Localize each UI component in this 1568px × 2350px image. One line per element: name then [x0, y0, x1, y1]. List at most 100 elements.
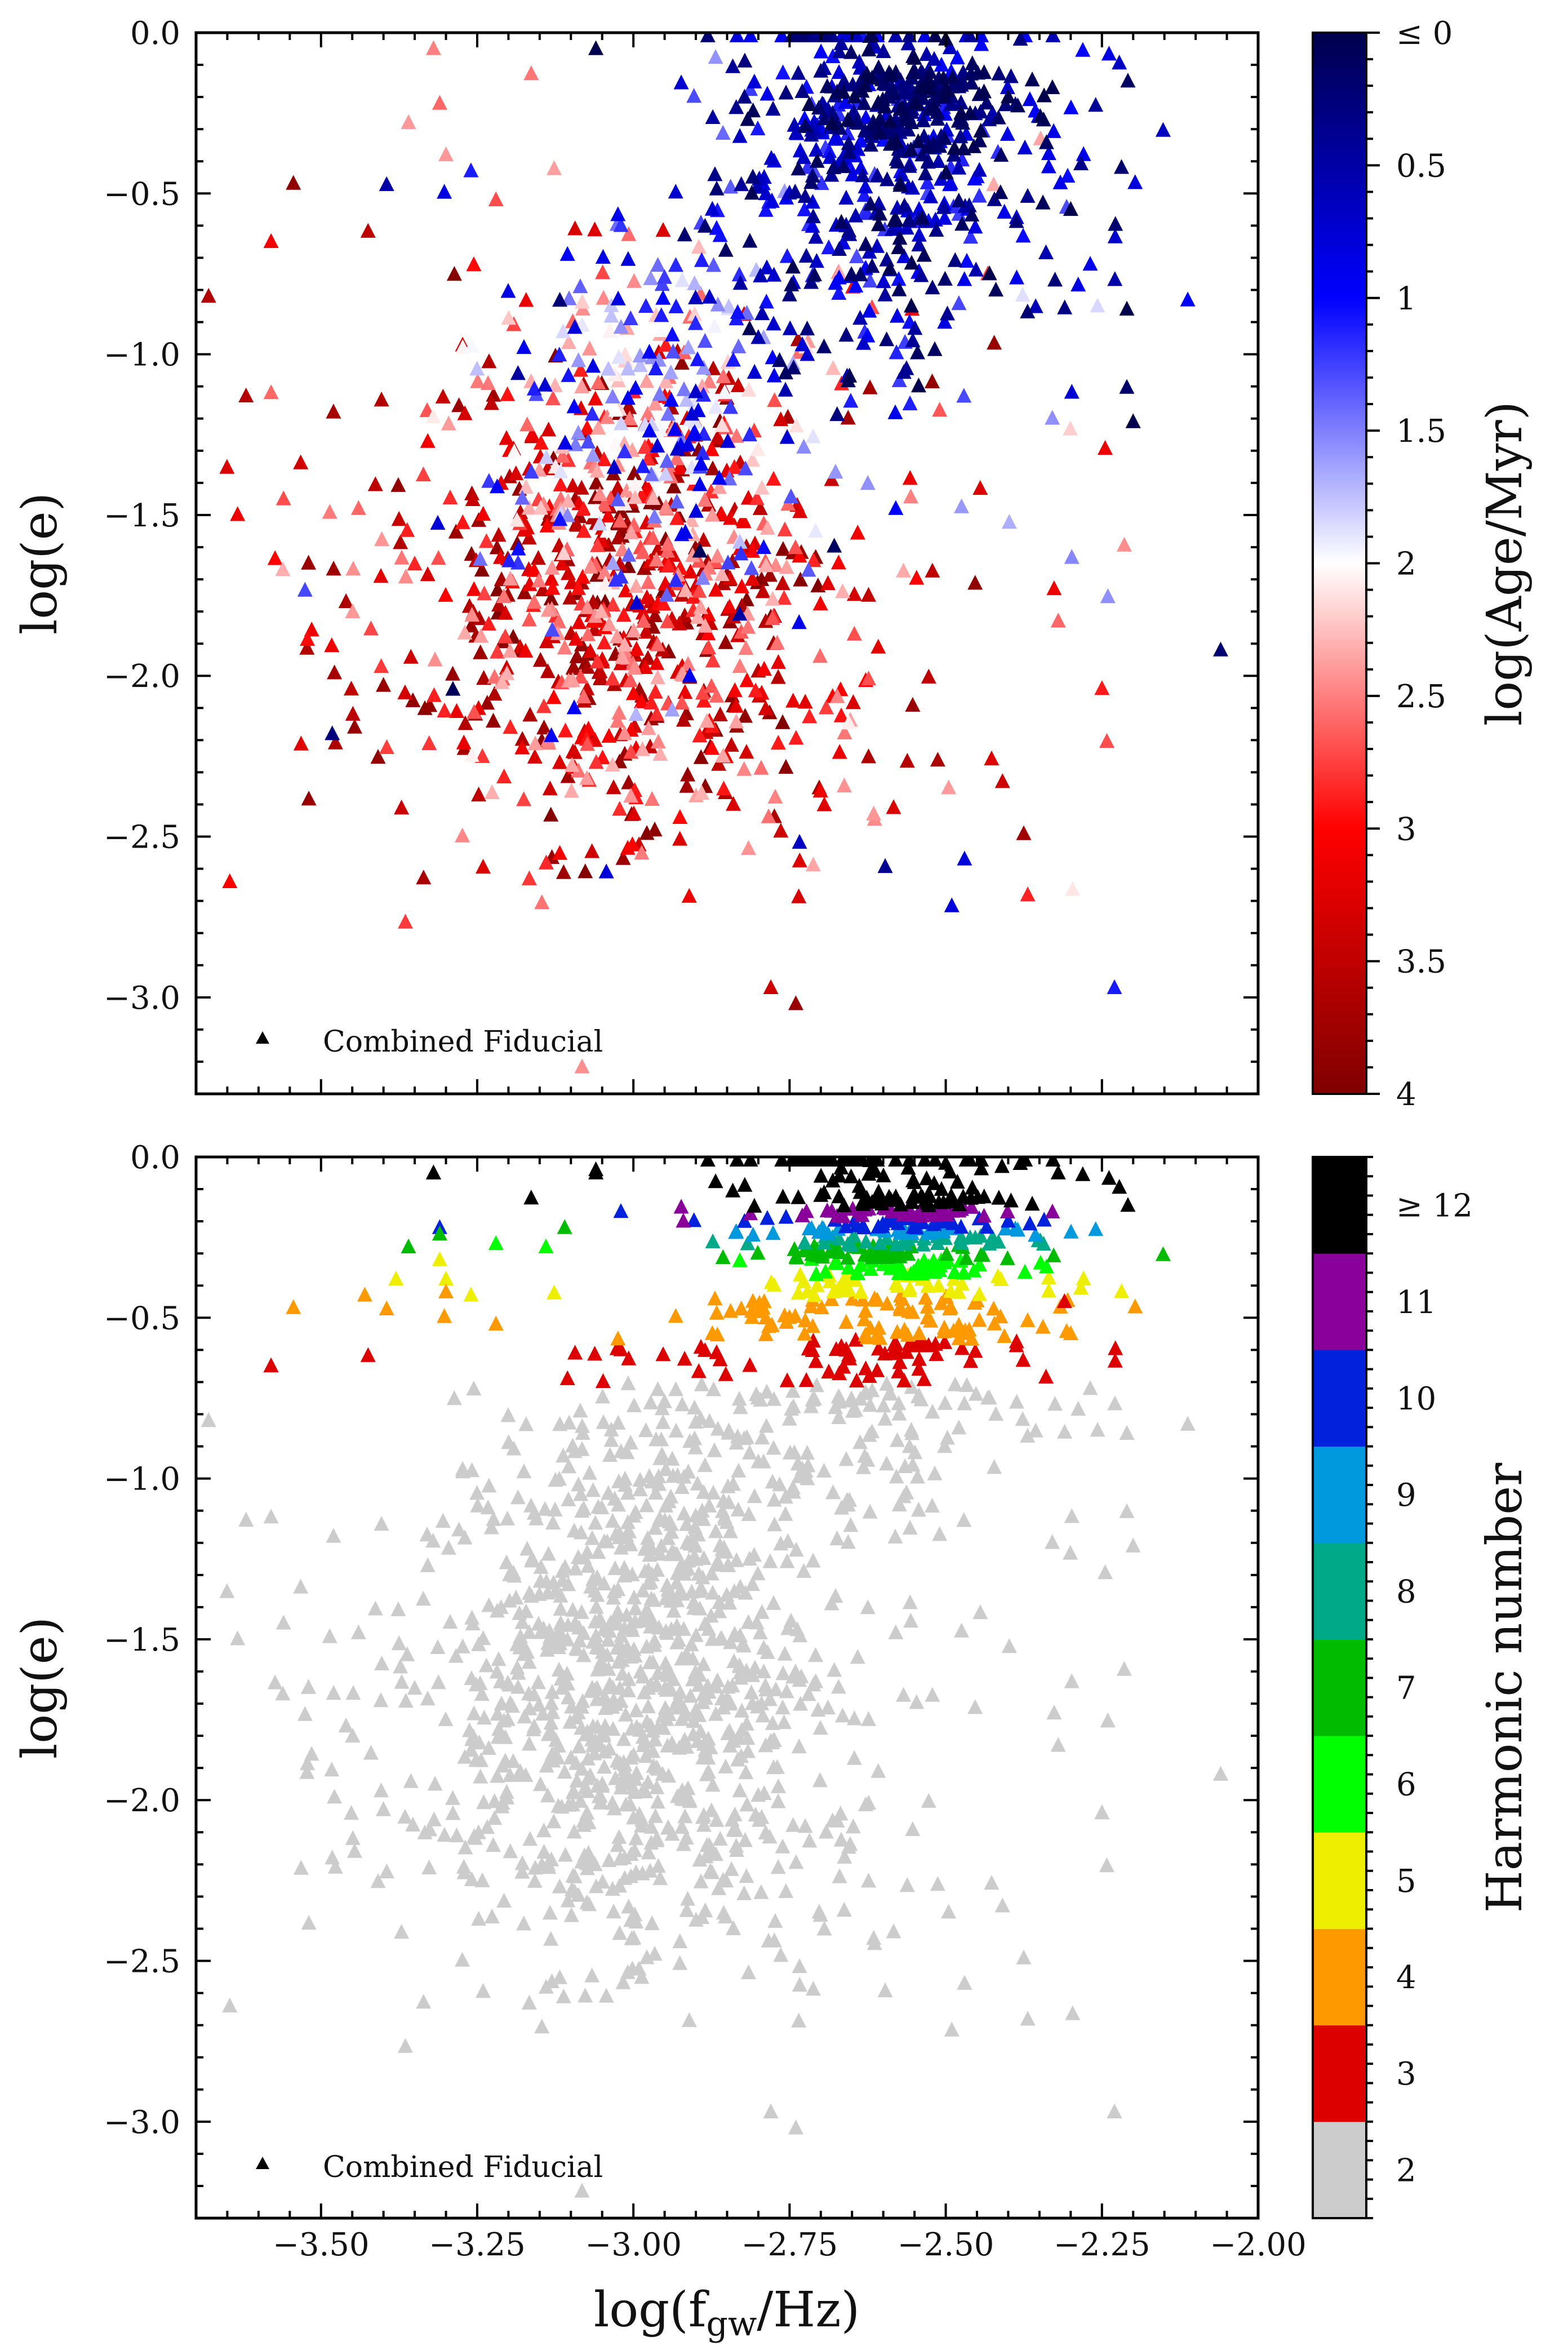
bottom-scatter-point — [705, 1585, 721, 1600]
top-scatter-point — [576, 500, 592, 516]
top-scatter-point — [672, 459, 687, 475]
bottom-scatter-point — [858, 1303, 873, 1318]
bottom-scatter-point — [658, 1655, 673, 1670]
top-scatter-point — [742, 233, 758, 248]
top-scatter-point — [576, 523, 592, 538]
top-scatter-point — [937, 210, 953, 225]
bottom-scatter-point — [603, 1615, 619, 1630]
top-scatter-point — [957, 271, 972, 286]
top-scatter-point — [922, 64, 938, 79]
top-scatter-point — [733, 546, 749, 561]
bottom-scatter-point — [618, 1706, 633, 1722]
bottom-scatter-point — [643, 1394, 659, 1409]
top-scatter-point — [532, 651, 548, 667]
y-tick-label: −2.5 — [104, 819, 180, 856]
top-scatter-point — [832, 744, 847, 759]
bottom-scatter-point — [890, 1432, 905, 1447]
top-scatter-point — [553, 463, 568, 478]
bottom-scatter-point — [601, 1485, 616, 1500]
top-scatter-point — [588, 503, 604, 518]
bottom-scatter-point — [505, 1564, 521, 1580]
bottom-scatter-point — [437, 1308, 452, 1323]
bottom-scatter-point — [870, 1341, 886, 1356]
bottom-scatter-point — [541, 1546, 557, 1561]
bottom-scatter-point — [957, 1395, 972, 1411]
bottom-scatter-point — [691, 1363, 707, 1378]
top-scatter-point — [669, 493, 685, 509]
top-scatter-point — [792, 503, 808, 518]
bottom-scatter-point — [628, 1864, 644, 1879]
bottom-x-axis-title: log(fgw/Hz) — [594, 2282, 860, 2344]
bottom-scatter-point — [759, 1210, 775, 1225]
top-scatter-point — [580, 720, 596, 736]
bottom-scatter-point — [468, 1752, 484, 1767]
bottom-scatter-point — [628, 1504, 643, 1519]
top-scatter-point — [1038, 134, 1054, 149]
top-scatter-point — [610, 290, 626, 305]
top-scatter-point — [501, 310, 517, 325]
top-scatter-point — [571, 352, 587, 367]
bottom-scatter-point — [576, 1500, 592, 1515]
top-scatter-point — [565, 743, 581, 759]
top-scatter-point — [665, 343, 681, 359]
top-scatter-point — [556, 545, 571, 560]
top-scatter-point — [345, 561, 361, 576]
bottom-scatter-point — [556, 1447, 571, 1463]
top-scatter-point — [953, 94, 969, 110]
top-scatter-point — [540, 602, 556, 617]
bottom-scatter-point — [1070, 1400, 1086, 1416]
top-scatter-point — [745, 102, 761, 118]
top-scatter-point — [445, 666, 460, 681]
bottom-scatter-point — [708, 1706, 723, 1721]
bottom-scatter-point — [818, 1157, 834, 1167]
bottom-scatter-point — [1035, 1319, 1051, 1334]
bottom-scatter-point — [792, 1976, 807, 1992]
top-scatter-point — [993, 147, 1009, 162]
bottom-scatter-point — [766, 1932, 782, 1948]
top-scatter-point — [457, 624, 473, 640]
bottom-scatter-point — [415, 1590, 431, 1606]
top-scatter-point — [916, 112, 931, 127]
top-y-axis-title: log(e) — [12, 493, 68, 635]
harmonic-colorbar-tick-label: ≥ 12 — [1396, 1188, 1473, 1225]
bottom-scatter-point — [925, 1497, 940, 1513]
bottom-scatter-point — [642, 1863, 658, 1878]
top-scatter-point — [870, 216, 886, 232]
top-scatter-point — [836, 84, 851, 99]
top-scatter-point — [1125, 413, 1141, 428]
bottom-scatter-point — [832, 1168, 847, 1183]
top-scatter-point — [825, 105, 841, 120]
top-scatter-point — [598, 863, 614, 879]
top-scatter-point — [573, 362, 589, 377]
bottom-scatter-point — [747, 1660, 763, 1675]
bottom-scatter-point — [1064, 1508, 1080, 1523]
top-scatter-point — [455, 827, 470, 843]
top-scatter-point — [1045, 410, 1060, 425]
bottom-scatter-point — [327, 1859, 343, 1874]
top-scatter-point — [691, 239, 707, 254]
bottom-scatter-point — [584, 1679, 600, 1695]
bottom-scatter-point — [601, 1852, 617, 1867]
bottom-scatter-point — [891, 1496, 907, 1511]
top-scatter-point — [623, 788, 639, 803]
top-points — [201, 33, 1228, 1074]
bottom-scatter-point — [729, 1223, 744, 1239]
top-scatter-point — [628, 476, 643, 491]
bottom-scatter-point — [492, 1673, 508, 1688]
top-scatter-point — [1000, 79, 1015, 94]
bottom-scatter-point — [993, 1309, 1009, 1324]
bottom-scatter-point — [638, 1422, 654, 1438]
bottom-scatter-point — [975, 1247, 990, 1262]
top-scatter-point — [466, 256, 482, 272]
top-scatter-point — [474, 561, 490, 577]
bottom-scatter-point — [370, 1873, 386, 1888]
bottom-scatter-point — [592, 1788, 608, 1803]
top-scatter-point — [595, 264, 611, 280]
top-scatter-point — [263, 233, 279, 249]
bottom-scatter-point — [674, 1396, 690, 1412]
top-scatter-point — [723, 399, 738, 414]
bottom-scatter-point — [487, 1793, 503, 1808]
top-scatter-point — [669, 510, 685, 525]
bottom-scatter-point — [987, 1459, 1002, 1474]
top-scatter-point — [498, 628, 513, 644]
